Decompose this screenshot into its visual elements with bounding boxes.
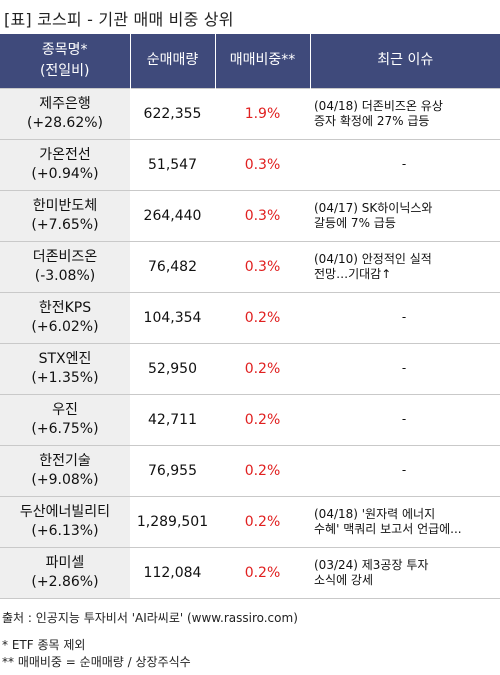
stock-name: 우진 (52, 401, 78, 418)
recent-issue-cell: - (310, 444, 500, 496)
net-volume: 104,354 (130, 291, 215, 343)
stock-change: (+6.02%) (31, 318, 99, 335)
stock-name-cell: 한미반도체 (+7.65%) (0, 189, 130, 241)
recent-issue: (03/24) 제3공장 투자 소식에 강세 (314, 557, 429, 587)
recent-issue: - (401, 310, 407, 324)
stock-name-cell: 우진 (+6.75%) (0, 393, 130, 445)
table-row: 제주은행 (+28.62%) 622,355 1.9% (04/18) 더존비즈온 유상… (0, 87, 500, 139)
table-row: STX엔진 (+1.35%) 52,950 0.2% - (0, 342, 500, 394)
stock-name-cell: 한전KPS (+6.02%) (0, 291, 130, 343)
source-note: 출처 : 인공지능 투자비서 'AI라씨로' (www.rassiro.com) (2, 611, 298, 625)
net-volume: 76,955 (130, 444, 215, 496)
table-row: 파미셀 (+2.86%) 112,084 0.2% (03/24) 제3공장 투자 소식… (0, 546, 500, 599)
recent-issue-cell: (04/10) 안정적인 실적 전망…기대감↑ (310, 240, 500, 292)
stock-name: 두산에너빌리티 (19, 503, 111, 520)
table-row: 한미반도체 (+7.65%) 264,440 0.3% (04/17) SK하이닉스와 … (0, 189, 500, 241)
table-row: 더존비즈온 (-3.08%) 76,482 0.3% (04/10) 안정적인 실적 전… (0, 240, 500, 292)
stock-name-cell: 제주은행 (+28.62%) (0, 87, 130, 139)
table-row: 두산에너빌리티 (+6.13%) 1,289,501 0.2% (04/18) '원자력… (0, 495, 500, 547)
net-volume: 76,482 (130, 240, 215, 292)
net-volume: 112,084 (130, 546, 215, 599)
stock-name-cell: 두산에너빌리티 (+6.13%) (0, 495, 130, 547)
ranking-table: 종목명* (전일비) 순매매량 매매비중** 최근 이슈 제주은행 (+28.62… (0, 34, 500, 599)
net-volume: 42,711 (130, 393, 215, 445)
stock-name: 가온전선 (39, 146, 91, 163)
table-header-row: 종목명* (전일비) 순매매량 매매비중** 최근 이슈 (0, 34, 500, 88)
footnote-etf: * ETF 종목 제외 (2, 638, 86, 652)
stock-name: STX엔진 (38, 350, 92, 367)
net-volume: 51,547 (130, 138, 215, 190)
trade-ratio: 1.9% (215, 87, 310, 139)
trade-ratio: 0.2% (215, 393, 310, 445)
table-row: 우진 (+6.75%) 42,711 0.2% - (0, 393, 500, 445)
trade-ratio: 0.2% (215, 291, 310, 343)
net-volume: 622,355 (130, 87, 215, 139)
col-header-issue: 최근 이슈 (310, 34, 500, 88)
recent-issue: (04/18) 더존비즈온 유상 증자 확정에 27% 급등 (314, 98, 443, 128)
trade-ratio: 0.3% (215, 138, 310, 190)
stock-name: 한전기술 (39, 452, 91, 469)
stock-name: 제주은행 (39, 95, 91, 112)
stock-name-cell: STX엔진 (+1.35%) (0, 342, 130, 394)
recent-issue: - (401, 463, 407, 477)
trade-ratio: 0.2% (215, 546, 310, 599)
stock-name-cell: 한전기술 (+9.08%) (0, 444, 130, 496)
col-header-name: 종목명* (전일비) (0, 34, 131, 88)
stock-change: (+0.94%) (31, 165, 99, 182)
stock-change: (+1.35%) (31, 369, 99, 386)
recent-issue: - (401, 412, 407, 426)
col-header-volume: 순매매량 (130, 34, 216, 88)
recent-issue-cell: (04/18) '원자력 에너지 수혜' 맥쿼리 보고서 언급에... (310, 495, 500, 547)
recent-issue: (04/18) '원자력 에너지 수혜' 맥쿼리 보고서 언급에... (314, 506, 462, 536)
table-row: 한전기술 (+9.08%) 76,955 0.2% - (0, 444, 500, 496)
page-title: [표] 코스피 - 기관 매매 비중 상위 (4, 10, 234, 29)
net-volume: 264,440 (130, 189, 215, 241)
trade-ratio: 0.2% (215, 342, 310, 394)
stock-change: (+2.86%) (31, 573, 99, 590)
stock-name: 한미반도체 (32, 197, 98, 214)
stock-change: (-3.08%) (34, 267, 96, 284)
trade-ratio: 0.2% (215, 495, 310, 547)
stock-change: (+9.08%) (31, 471, 99, 488)
recent-issue-cell: (04/17) SK하이닉스와 갈등에 7% 급등 (310, 189, 500, 241)
stock-name: 파미셀 (45, 554, 85, 571)
recent-issue-cell: - (310, 138, 500, 190)
stock-change: (+28.62%) (26, 114, 104, 131)
recent-issue: - (401, 361, 407, 375)
footnote-ratio: ** 매매비중 = 순매매량 / 상장주식수 (2, 655, 191, 669)
stock-name-cell: 더존비즈온 (-3.08%) (0, 240, 130, 292)
stock-change: (+6.75%) (31, 420, 99, 437)
stock-name: 더존비즈온 (32, 248, 98, 265)
recent-issue-cell: (04/18) 더존비즈온 유상 증자 확정에 27% 급등 (310, 87, 500, 139)
trade-ratio: 0.3% (215, 189, 310, 241)
trade-ratio: 0.3% (215, 240, 310, 292)
recent-issue: - (401, 157, 407, 171)
net-volume: 1,289,501 (130, 495, 215, 547)
stock-name: 한전KPS (38, 299, 92, 316)
recent-issue: (04/17) SK하이닉스와 갈등에 7% 급등 (314, 200, 433, 230)
table-row: 한전KPS (+6.02%) 104,354 0.2% - (0, 291, 500, 343)
recent-issue-cell: - (310, 342, 500, 394)
stock-name-cell: 파미셀 (+2.86%) (0, 546, 130, 599)
col-header-ratio: 매매비중** (215, 34, 311, 88)
table-row: 가온전선 (+0.94%) 51,547 0.3% - (0, 138, 500, 190)
recent-issue: (04/10) 안정적인 실적 전망…기대감↑ (314, 251, 432, 281)
stock-change: (+6.13%) (31, 522, 99, 539)
stock-name-cell: 가온전선 (+0.94%) (0, 138, 130, 190)
net-volume: 52,950 (130, 342, 215, 394)
recent-issue-cell: - (310, 393, 500, 445)
recent-issue-cell: (03/24) 제3공장 투자 소식에 강세 (310, 546, 500, 599)
trade-ratio: 0.2% (215, 444, 310, 496)
recent-issue-cell: - (310, 291, 500, 343)
stock-change: (+7.65%) (31, 216, 99, 233)
